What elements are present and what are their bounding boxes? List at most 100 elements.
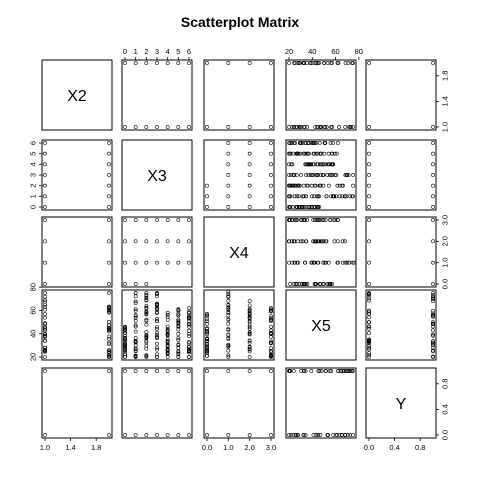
data-point — [316, 369, 321, 373]
data-point — [367, 125, 371, 129]
data-point — [133, 353, 138, 358]
data-point — [324, 125, 329, 129]
data-point — [367, 345, 371, 350]
data-point — [187, 322, 191, 327]
data-point — [155, 61, 159, 65]
data-point — [296, 433, 300, 437]
data-point — [269, 162, 273, 167]
data-point — [367, 61, 371, 65]
data-point — [367, 347, 371, 352]
data-point — [165, 348, 170, 353]
data-point — [337, 125, 341, 129]
data-point — [304, 239, 308, 244]
data-point — [431, 294, 435, 299]
data-point — [335, 61, 340, 65]
data-point — [107, 306, 111, 310]
data-point — [133, 324, 138, 329]
data-point — [155, 326, 159, 331]
data-point — [107, 340, 111, 345]
data-point — [318, 151, 323, 156]
data-point — [187, 349, 191, 354]
data-point — [304, 194, 308, 199]
data-point — [205, 327, 209, 331]
data-point — [187, 369, 191, 373]
data-point — [133, 308, 138, 313]
data-point — [296, 61, 301, 65]
data-point — [187, 306, 191, 311]
data-point — [291, 183, 296, 188]
data-point — [176, 354, 181, 359]
data-point — [287, 173, 291, 177]
data-point — [155, 291, 159, 296]
data-point — [304, 173, 309, 177]
data-point — [187, 311, 191, 315]
data-point — [107, 334, 111, 339]
data-point — [431, 293, 435, 298]
data-point — [346, 369, 351, 373]
data-point — [107, 239, 111, 244]
data-point — [367, 151, 371, 156]
data-point — [226, 289, 231, 294]
data-point — [144, 330, 149, 335]
data-point — [133, 239, 138, 244]
data-point — [342, 194, 347, 199]
data-point — [298, 141, 303, 145]
data-point — [295, 218, 300, 222]
data-point — [165, 324, 170, 329]
data-point — [205, 312, 209, 316]
tick-label: 1 — [29, 194, 38, 198]
data-point — [336, 369, 341, 373]
data-point — [314, 151, 319, 156]
data-point — [367, 296, 371, 301]
data-point — [348, 433, 352, 437]
data-point — [316, 239, 321, 244]
data-point — [43, 298, 47, 302]
data-point — [334, 173, 339, 177]
data-point — [123, 343, 127, 348]
data-point — [326, 282, 331, 286]
data-point — [308, 173, 313, 177]
data-point — [431, 183, 435, 188]
data-point — [43, 141, 47, 145]
data-point — [431, 61, 435, 65]
data-point — [247, 183, 252, 188]
data-point — [133, 299, 138, 304]
data-point — [43, 335, 47, 339]
panel-frame — [41, 59, 113, 131]
tick-label: 2 — [29, 184, 38, 188]
data-point — [155, 352, 159, 357]
data-point — [320, 218, 325, 222]
data-point — [431, 218, 435, 222]
data-point — [331, 141, 335, 145]
data-point — [247, 125, 252, 129]
data-point — [205, 349, 209, 353]
data-point — [133, 301, 138, 306]
tick-label: 1 — [134, 47, 138, 56]
data-point — [431, 141, 435, 145]
data-point — [335, 239, 340, 244]
panel-Y-vs-X2 — [41, 367, 113, 439]
data-point — [226, 305, 231, 310]
data-point — [328, 173, 332, 177]
data-point — [325, 173, 330, 177]
data-point — [290, 260, 295, 265]
data-point — [331, 218, 336, 222]
data-point — [43, 355, 47, 359]
data-point — [133, 313, 138, 318]
data-point — [317, 61, 322, 65]
data-point — [301, 433, 306, 437]
data-point — [431, 205, 435, 209]
data-point — [344, 194, 349, 199]
x-axis-bottom-Y: 0.0 0.4 0.8 — [364, 438, 425, 452]
data-point — [133, 347, 138, 352]
data-point — [287, 194, 292, 199]
variable-label: X5 — [311, 318, 331, 335]
data-point — [431, 297, 435, 301]
data-point — [165, 433, 170, 437]
data-point — [144, 218, 149, 222]
data-point — [226, 317, 231, 322]
panel-frame — [41, 289, 113, 361]
data-point — [187, 347, 191, 352]
data-point — [306, 183, 310, 188]
data-point — [317, 194, 321, 199]
